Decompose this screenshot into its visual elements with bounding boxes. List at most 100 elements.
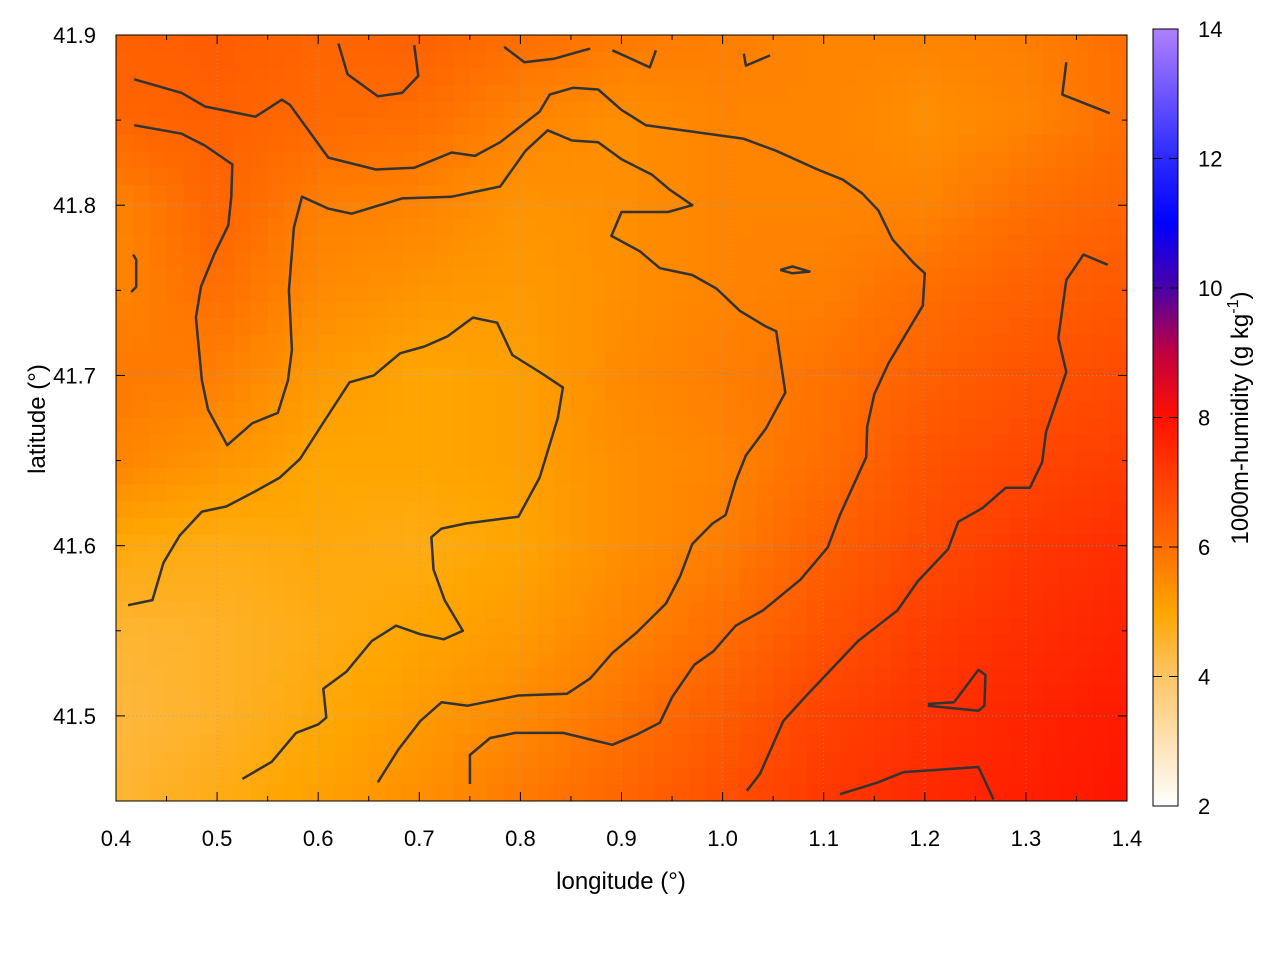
heatmap-cell xyxy=(503,751,521,769)
heatmap-cell xyxy=(149,101,168,119)
heatmap-cell xyxy=(1009,717,1027,735)
heatmap-cell xyxy=(1025,234,1044,253)
heatmap-cell xyxy=(722,701,741,719)
contour-line xyxy=(745,253,1109,792)
x-tick-label: 0.9 xyxy=(606,826,637,851)
heatmap-cell xyxy=(233,551,252,569)
heatmap-cell xyxy=(874,484,892,502)
heatmap-cell xyxy=(992,534,1010,552)
heatmap-cell xyxy=(806,701,825,719)
heatmap-cell xyxy=(554,168,572,186)
heatmap-cell xyxy=(739,501,757,519)
heatmap-cell xyxy=(1110,184,1127,203)
heatmap-cell xyxy=(705,601,724,619)
heatmap-cell xyxy=(267,567,286,586)
heatmap-cell xyxy=(453,334,471,352)
heatmap-cell xyxy=(924,318,943,336)
heatmap-cell xyxy=(1076,701,1094,719)
heatmap-cell xyxy=(520,584,538,602)
heatmap-cell xyxy=(1009,151,1027,169)
heatmap-cell xyxy=(250,601,269,619)
heatmap-cell xyxy=(621,334,639,352)
heatmap-cell xyxy=(351,401,370,419)
heatmap-cell xyxy=(520,84,538,103)
heatmap-cell xyxy=(587,534,606,552)
heatmap-cell xyxy=(1093,318,1111,336)
heatmap-cell xyxy=(250,351,269,369)
heatmap-cell xyxy=(200,551,218,569)
heatmap-cell xyxy=(924,168,943,186)
heatmap-cell xyxy=(992,384,1010,402)
heatmap-cell xyxy=(621,451,639,469)
heatmap-cell xyxy=(874,751,892,769)
heatmap-cell xyxy=(638,401,656,419)
heatmap-cell xyxy=(419,84,437,103)
heatmap-cell xyxy=(301,84,319,103)
heatmap-cell xyxy=(891,351,909,369)
heatmap-cell xyxy=(267,751,286,769)
heatmap-cell xyxy=(267,118,286,136)
x-tick-label: 0.6 xyxy=(303,826,334,851)
heatmap-cell xyxy=(891,251,909,269)
heatmap-cell xyxy=(267,268,286,286)
heatmap-cell xyxy=(520,101,538,119)
heatmap-cell xyxy=(958,351,976,369)
heatmap-cell xyxy=(284,268,302,286)
heatmap-cell xyxy=(790,667,808,686)
heatmap-cell xyxy=(621,134,639,153)
heatmap-cell xyxy=(436,418,454,436)
heatmap-cell xyxy=(469,318,488,336)
heatmap-cell xyxy=(587,251,606,269)
heatmap-cell xyxy=(790,168,808,186)
heatmap-cell xyxy=(975,334,993,352)
heatmap-cell xyxy=(233,251,252,269)
heatmap-cell xyxy=(301,51,319,69)
heatmap-cell xyxy=(368,84,387,103)
heatmap-cell xyxy=(891,134,909,153)
heatmap-cell xyxy=(739,384,757,402)
heatmap-cell xyxy=(1076,218,1094,236)
heatmap-cell xyxy=(1076,551,1094,569)
heatmap-cell xyxy=(368,218,387,236)
heatmap-cell xyxy=(604,301,623,319)
heatmap-cell xyxy=(587,101,606,119)
heatmap-cell xyxy=(1009,751,1027,769)
heatmap-cell xyxy=(335,717,353,735)
heatmap-cell xyxy=(823,751,842,769)
heatmap-cell xyxy=(335,268,353,286)
heatmap-cell xyxy=(806,601,825,619)
heatmap-cell xyxy=(1042,567,1061,586)
heatmap-cell xyxy=(975,35,993,53)
heatmap-cell xyxy=(739,418,757,436)
heatmap-cell xyxy=(402,35,420,53)
heatmap-cell xyxy=(1009,334,1027,352)
colorbar-tick-label: 6 xyxy=(1198,535,1210,560)
heatmap-cell xyxy=(1110,268,1127,286)
heatmap-cell xyxy=(806,717,825,735)
heatmap-cell xyxy=(891,151,909,169)
heatmap-cell xyxy=(857,701,875,719)
heatmap-cell xyxy=(318,467,336,486)
heatmap-cell xyxy=(840,151,858,169)
heatmap-cell xyxy=(1093,517,1111,536)
heatmap-cell xyxy=(958,418,976,436)
heatmap-cell xyxy=(739,284,757,303)
heatmap-cell xyxy=(1059,418,1078,436)
heatmap-cell xyxy=(166,784,184,801)
heatmap-cell xyxy=(116,567,134,586)
heatmap-cell xyxy=(217,684,235,702)
heatmap-cell xyxy=(1093,151,1111,169)
heatmap-cell xyxy=(453,384,471,402)
heatmap-cell xyxy=(638,234,656,253)
heatmap-cell xyxy=(705,784,724,801)
heatmap-cell xyxy=(217,301,235,319)
heatmap-cell xyxy=(773,351,791,369)
heatmap-cell xyxy=(790,118,808,136)
heatmap-cell xyxy=(739,701,757,719)
heatmap-cell xyxy=(891,434,909,452)
heatmap-cell xyxy=(705,234,724,253)
heatmap-cell xyxy=(149,617,168,636)
heatmap-cell xyxy=(200,368,218,386)
heatmap-cell xyxy=(739,401,757,419)
heatmap-cell xyxy=(284,751,302,769)
